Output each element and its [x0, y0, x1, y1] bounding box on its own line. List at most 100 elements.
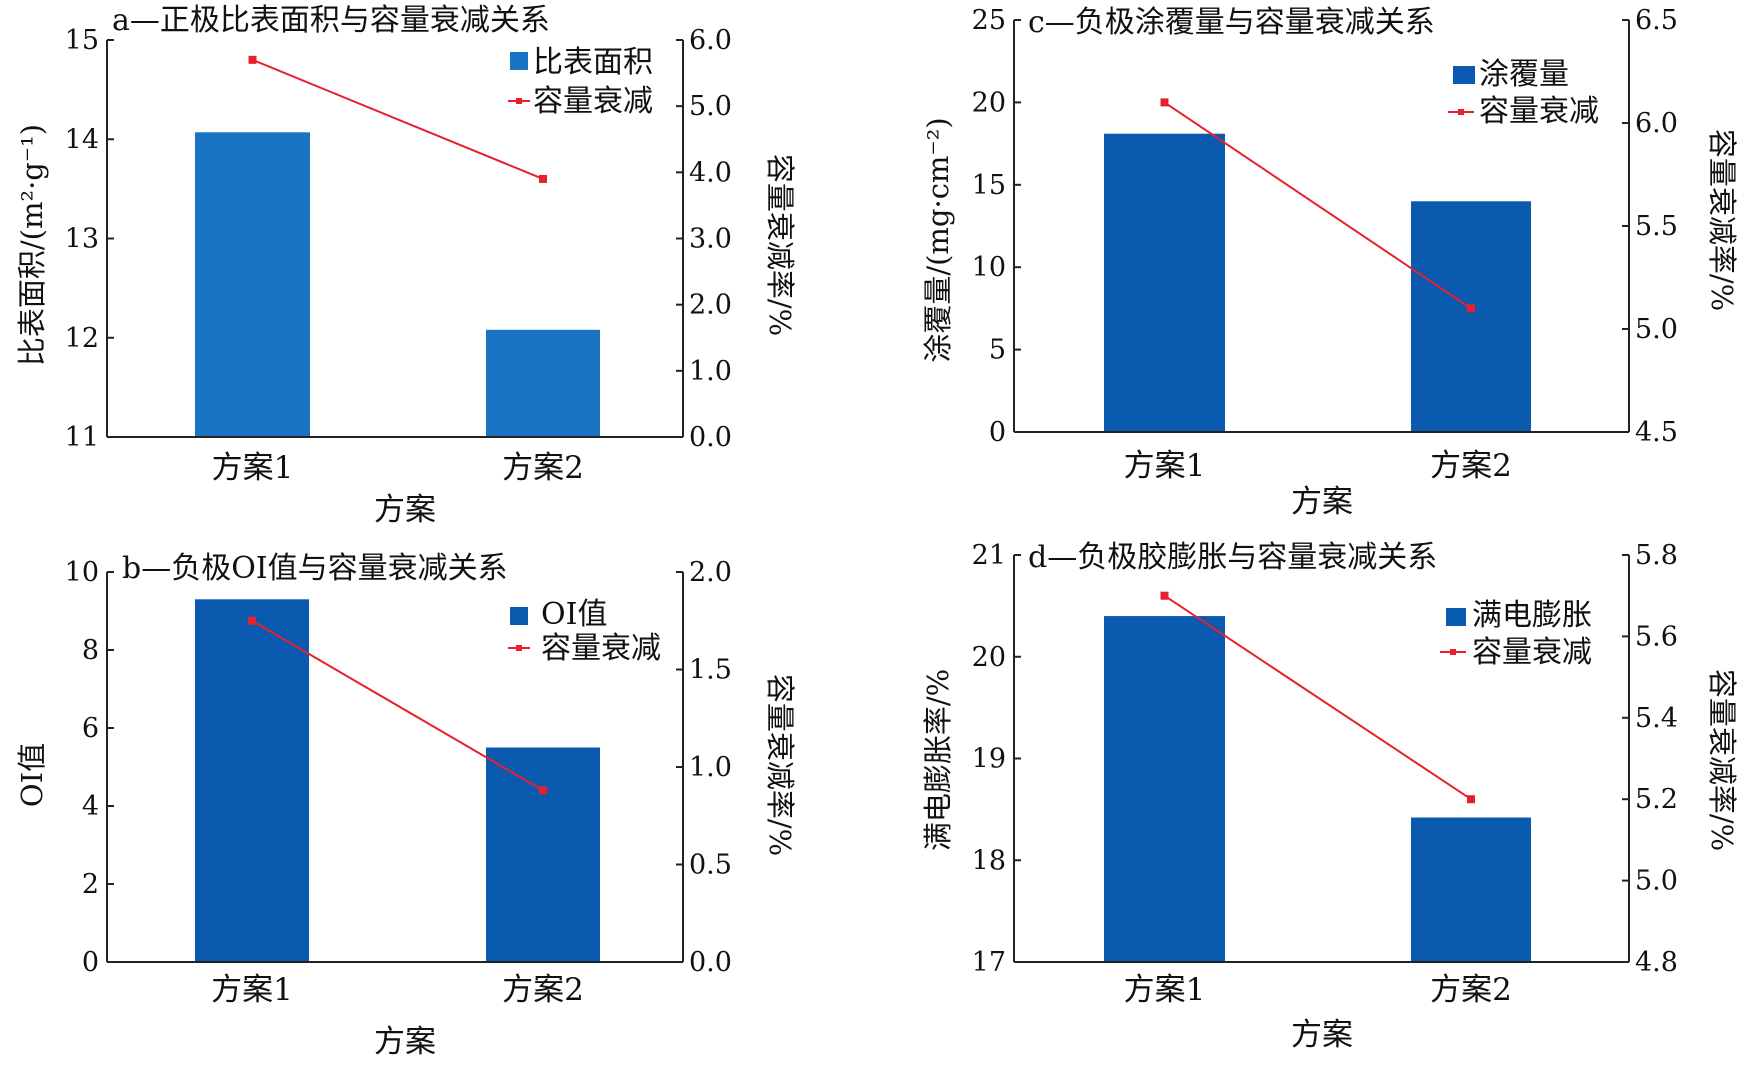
panel-d-ylabel: 满电膨胀率/% — [921, 669, 955, 851]
panel-b-bar-1 — [195, 599, 309, 962]
panel-a-decay-point-2 — [539, 174, 547, 183]
panel-c-ytick-label: 25 — [972, 5, 1006, 36]
panel-c-xlabel: 方案 — [1291, 484, 1353, 520]
panel-c-decay-point-1 — [1160, 98, 1169, 107]
panel-c-ytick-label: 0 — [989, 417, 1006, 448]
panel-b-y2tick-label: 1.5 — [689, 655, 732, 686]
panel-a-plot: 11 12 13 14 15 0.0 1.0 2.0 3.0 4.0 5.0 6.0 方案1 方案2 — [65, 25, 732, 486]
panel-b-bar-2 — [486, 747, 600, 962]
panel-b: 0 2 4 6 8 10 0.0 0.5 1.0 1.5 2.0 方案1 方案2 b—负极OI值与容量衰… — [15, 551, 797, 1060]
panel-c-y2tick-label: 5.0 — [1635, 314, 1678, 345]
panel-a-y2tick-label: 3.0 — [689, 224, 732, 255]
panel-c-decay-point-2 — [1467, 304, 1475, 313]
panel-d-ytick-label: 17 — [972, 947, 1006, 978]
panel-b-y2tick-label: 2.0 — [689, 557, 732, 588]
panel-c-bar-1 — [1104, 133, 1225, 432]
panel-d-legend-line-label: 容量衰减 — [1472, 635, 1592, 670]
panel-d-category-label: 方案1 — [1124, 972, 1206, 1008]
panel-c-y2label: 容量衰减率/% — [1705, 129, 1739, 311]
panel-a-decay-line — [252, 58, 544, 180]
panel-a-xlabel: 方案 — [374, 492, 436, 528]
panel-a-y2tick-label: 0.0 — [689, 422, 732, 453]
panel-b-plot: 0 2 4 6 8 10 0.0 0.5 1.0 1.5 2.0 方案1 方案2 — [65, 557, 732, 1008]
panel-b-title: b—负极OI值与容量衰减关系 — [122, 551, 508, 586]
panel-c-legend-line-label: 容量衰减 — [1479, 94, 1599, 129]
panel-b-ytick-label: 10 — [65, 557, 99, 588]
panel-c-category-label: 方案2 — [1430, 448, 1512, 484]
panel-d-decay-point-1 — [1160, 591, 1169, 600]
panel-b-ytick-label: 4 — [82, 791, 99, 822]
panel-c-y2tick-label: 4.5 — [1635, 417, 1678, 448]
panel-d-ytick-label: 18 — [972, 845, 1006, 876]
panel-d-y2tick-label: 5.0 — [1635, 866, 1678, 897]
panel-b-y2tick-label: 0.0 — [689, 947, 732, 978]
panel-c-ytick-label: 10 — [972, 252, 1006, 283]
panel-a-legend-bar-label: 比表面积 — [533, 45, 653, 80]
panel-a-category-label: 方案2 — [502, 450, 584, 486]
panel-a-ytick-label: 13 — [65, 224, 99, 255]
panel-c-decay-line — [1163, 101, 1472, 310]
panel-a-ytick-label: 11 — [65, 422, 99, 453]
panel-d-bar-1 — [1104, 616, 1225, 962]
panel-a-bar-2 — [486, 329, 600, 437]
panel-a: 11 12 13 14 15 0.0 1.0 2.0 3.0 4.0 5.0 6.0 方案1 方案2 a—… — [15, 3, 797, 528]
panel-a-y2label: 容量衰减率/% — [763, 154, 797, 336]
panel-b-ytick-label: 6 — [82, 713, 99, 744]
panel-b-legend-bar-swatch — [510, 607, 528, 625]
panel-c-ytick-label: 20 — [972, 87, 1006, 118]
panel-b-legend-bar-label: OI值 — [541, 597, 607, 632]
panel-d-decay-line — [1163, 594, 1472, 801]
panel-a-title: a—正极比表面积与容量衰减关系 — [112, 3, 550, 38]
panel-d-y2tick-label: 5.8 — [1635, 540, 1678, 571]
panel-d: 17 18 19 20 21 4.8 5.0 5.2 5.4 5.6 5.8 方案1 方案2 d—负极胶… — [921, 540, 1739, 1053]
panel-a-y2tick-label: 2.0 — [689, 290, 732, 321]
panel-b-y2label: 容量衰减率/% — [763, 674, 797, 856]
panel-d-category-label: 方案2 — [1430, 972, 1512, 1008]
panel-d-bar-2 — [1411, 817, 1531, 962]
panel-c-legend-bar-label: 涂覆量 — [1479, 57, 1569, 92]
panel-a-ytick-label: 12 — [65, 323, 99, 354]
panel-c-category-label: 方案1 — [1124, 448, 1206, 484]
panel-a-legend-line-marker — [516, 98, 522, 104]
panel-a-ytick-label: 14 — [65, 124, 99, 155]
panel-d-ytick-label: 19 — [972, 744, 1006, 775]
panel-c-legend-line-marker — [1458, 109, 1464, 115]
panel-b-xlabel: 方案 — [374, 1024, 436, 1060]
panel-b-decay-point-1 — [248, 616, 256, 625]
panel-d-legend-bar-swatch — [1446, 608, 1466, 626]
panel-b-legend-line-marker — [516, 645, 522, 651]
panel-d-y2tick-label: 5.4 — [1635, 703, 1678, 734]
panel-c: 0 5 10 15 20 25 4.5 5.0 5.5 6.0 6.5 方案1 方案2 c—负极涂覆量与… — [921, 5, 1739, 520]
panel-c-bar-2 — [1411, 201, 1531, 432]
panel-c-legend-bar-swatch — [1453, 66, 1475, 84]
panel-a-ylabel: 比表面积/(m²·g⁻¹) — [15, 124, 49, 366]
panel-a-y2tick-label: 6.0 — [689, 25, 732, 56]
panel-d-ytick-label: 20 — [972, 642, 1006, 673]
panel-d-legend-bar-label: 满电膨胀 — [1472, 598, 1592, 633]
panel-d-y2tick-label: 5.2 — [1635, 784, 1678, 815]
panel-a-y2tick-label: 5.0 — [689, 91, 732, 122]
panel-b-y2tick-label: 1.0 — [689, 752, 732, 783]
panel-d-plot: 17 18 19 20 21 4.8 5.0 5.2 5.4 5.6 5.8 方案1 方案2 — [972, 540, 1678, 1008]
panel-c-y2tick-label: 6.0 — [1635, 108, 1678, 139]
panel-b-decay-line — [251, 619, 544, 792]
panel-a-category-label: 方案1 — [212, 450, 294, 486]
panel-b-y2tick-label: 0.5 — [689, 850, 732, 881]
panel-a-ytick-label: 15 — [65, 25, 99, 56]
panel-b-category-label: 方案2 — [502, 972, 584, 1008]
panel-c-ytick-label: 5 — [989, 335, 1006, 366]
panel-d-xlabel: 方案 — [1291, 1017, 1353, 1053]
panel-c-title: c—负极涂覆量与容量衰减关系 — [1028, 5, 1435, 40]
panel-d-y2tick-label: 4.8 — [1635, 947, 1678, 978]
panel-a-legend-line-label: 容量衰减 — [533, 84, 653, 119]
panel-d-ytick-label: 21 — [972, 540, 1006, 571]
panel-a-legend-bar-swatch — [510, 52, 528, 70]
panel-d-decay-point-2 — [1467, 795, 1475, 804]
panel-b-ylabel: OI值 — [15, 743, 49, 807]
panel-d-y2label: 容量衰减率/% — [1705, 669, 1739, 851]
panel-d-y2tick-label: 5.6 — [1635, 621, 1678, 652]
panel-d-legend-line-marker — [1450, 649, 1456, 655]
panel-c-ytick-label: 15 — [972, 170, 1006, 201]
panel-c-y2tick-label: 5.5 — [1635, 211, 1678, 242]
